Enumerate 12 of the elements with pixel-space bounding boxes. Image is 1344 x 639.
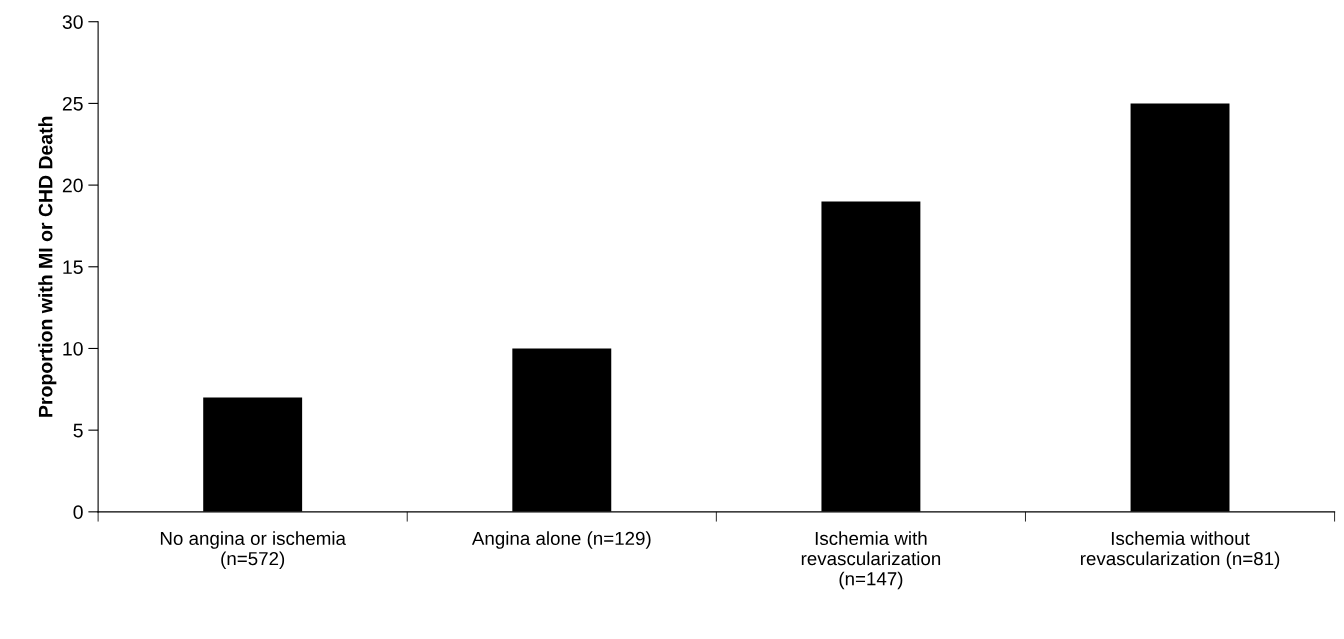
y-axis-title: Proportion with MI or CHD Death: [38, 116, 57, 417]
y-tick-label: 10: [63, 341, 83, 356]
x-tick-label: No angina or ischemia (n=572): [160, 531, 346, 569]
x-tick-label: Ischemia with revascularization (n=147): [801, 531, 941, 590]
y-tick-label: 0: [73, 505, 83, 520]
y-tick-label: 5: [73, 423, 83, 438]
y-tick-label: 15: [63, 260, 83, 275]
y-tick-label: 30: [62, 15, 83, 29]
y-tick-label: 20: [62, 178, 83, 193]
y-tick-label: 25: [62, 96, 83, 111]
x-tick-label: Angina alone (n=129): [471, 531, 651, 549]
x-tick-label: Ischemia without revascularization (n=81): [1080, 531, 1280, 569]
